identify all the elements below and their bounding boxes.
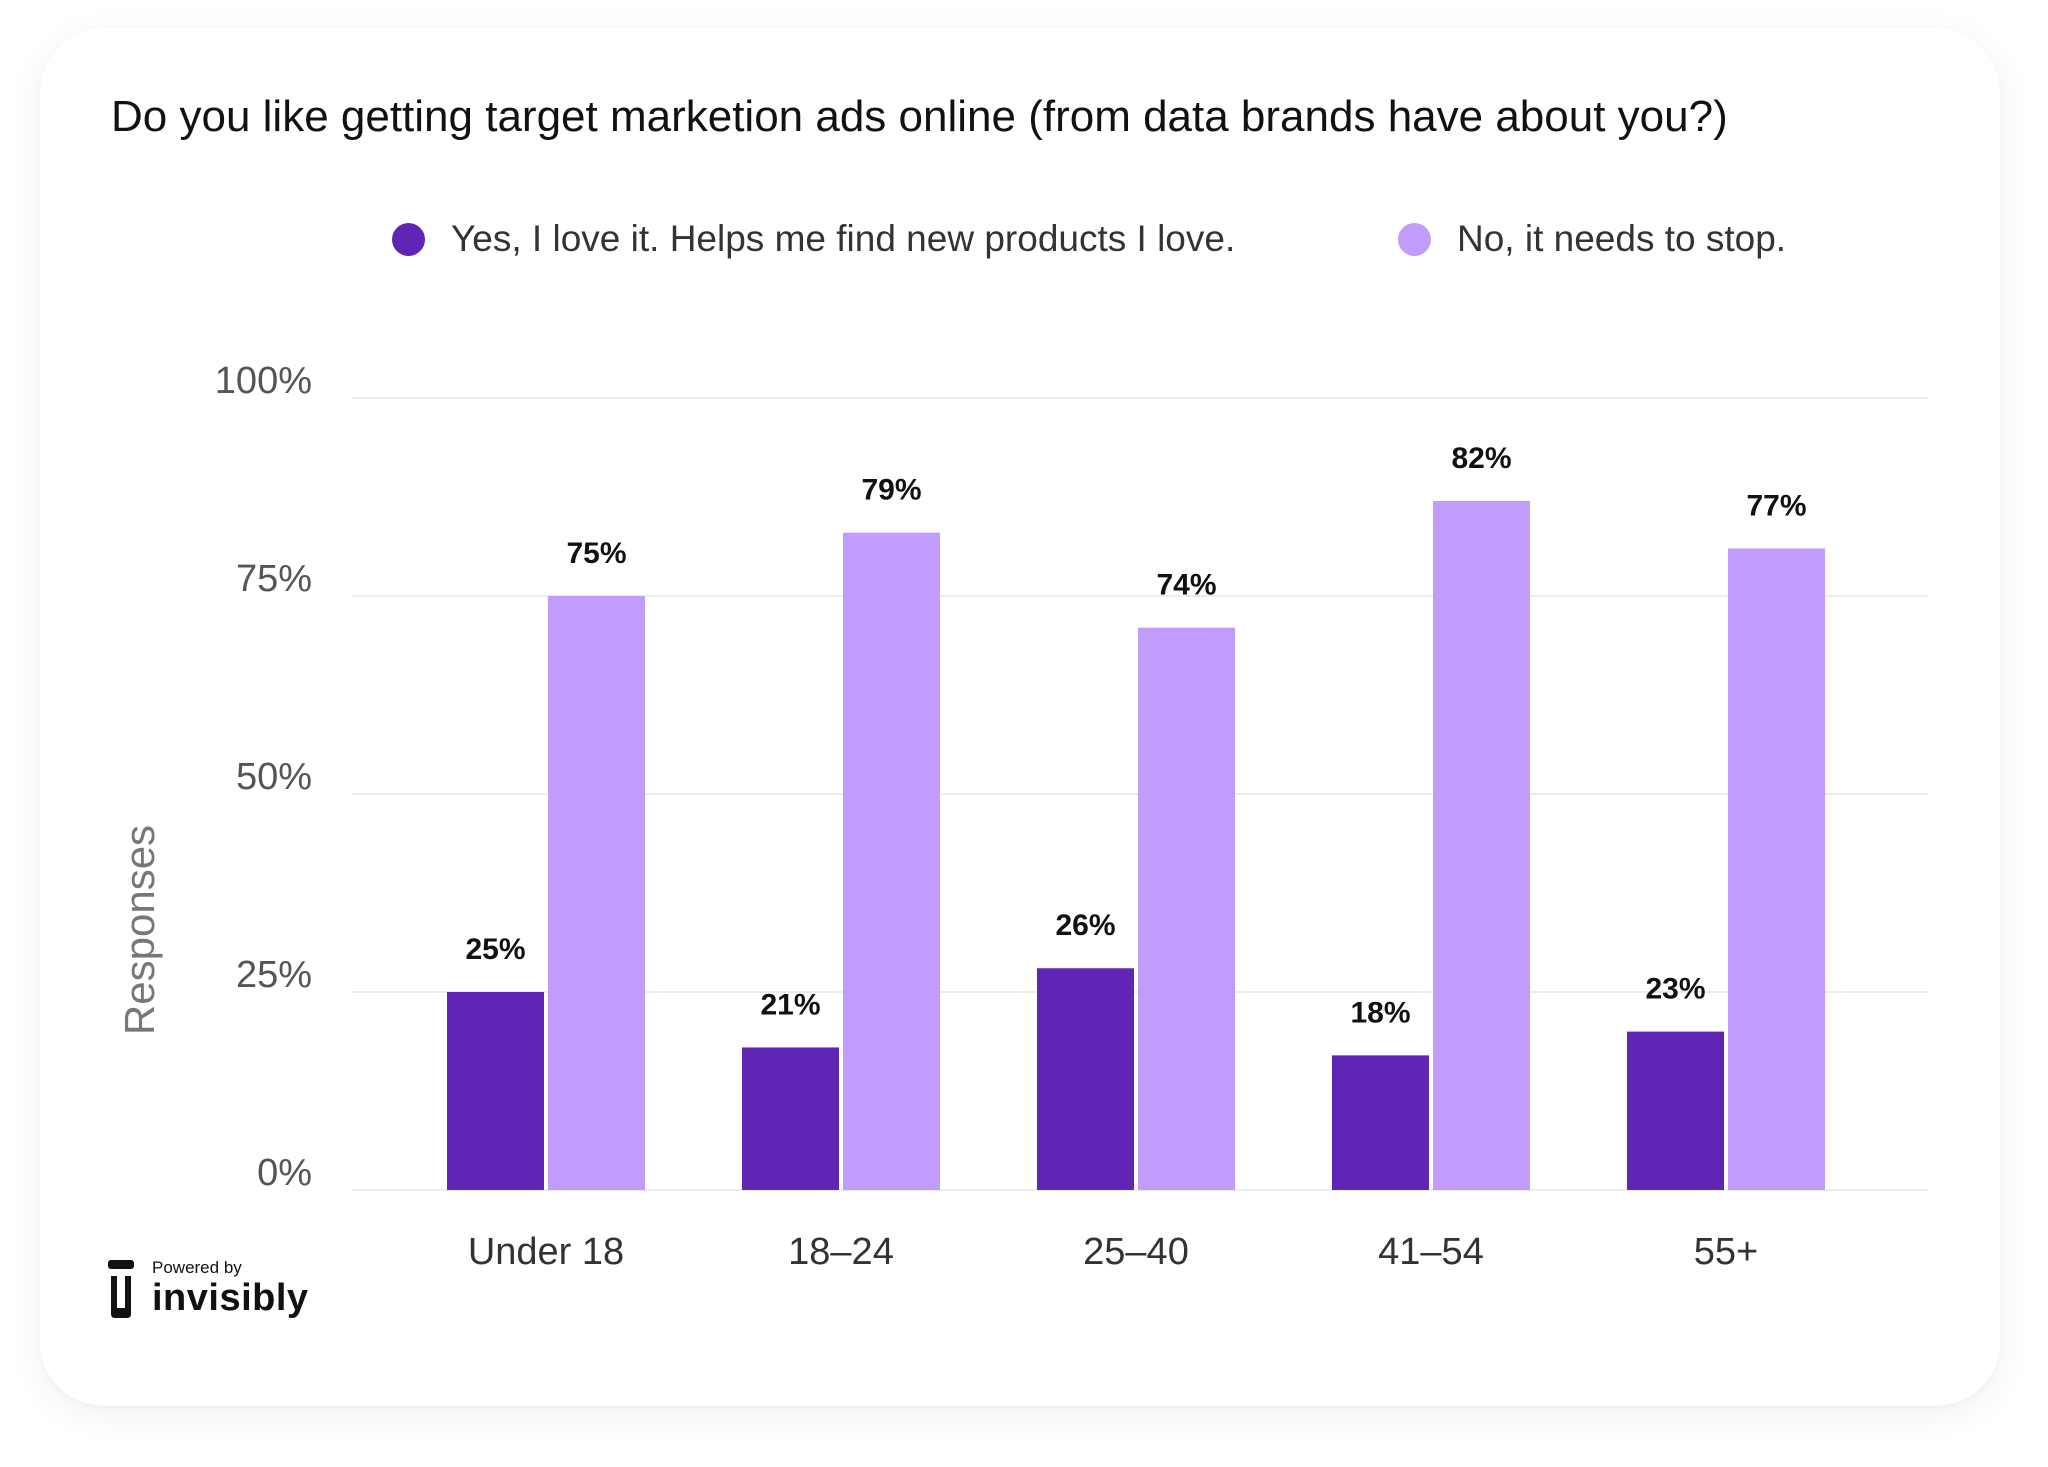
x-tick-label: 41–54 <box>1378 1231 1484 1273</box>
bar <box>1433 500 1530 1191</box>
bar <box>1138 627 1235 1190</box>
data-label: 79% <box>861 474 921 507</box>
bar <box>447 992 544 1190</box>
x-tick-label: Under 18 <box>468 1231 624 1273</box>
bar <box>843 532 940 1190</box>
data-label: 21% <box>760 988 820 1021</box>
x-tick-label: 55+ <box>1694 1231 1758 1273</box>
bar <box>742 1047 839 1190</box>
y-tick-label: 25% <box>236 954 312 996</box>
y-tick-label: 75% <box>236 558 312 600</box>
y-tick-label: 0% <box>257 1152 312 1194</box>
data-label: 75% <box>566 537 626 570</box>
data-label: 77% <box>1746 489 1806 522</box>
x-tick-label: 25–40 <box>1083 1231 1189 1273</box>
data-label: 23% <box>1645 973 1705 1006</box>
y-tick-label: 50% <box>236 756 312 798</box>
bar <box>1728 548 1825 1190</box>
legend-item-no: No, it needs to stop. <box>1398 218 1786 260</box>
data-label: 25% <box>465 933 525 966</box>
legend-label-yes: Yes, I love it. Helps me find new produc… <box>451 218 1236 259</box>
bar <box>548 596 645 1190</box>
y-tick-label: 100% <box>215 360 312 402</box>
brand-logo: Powered by invisibly <box>108 1258 309 1318</box>
legend-item-yes: Yes, I love it. Helps me find new produc… <box>392 218 1235 260</box>
invisibly-logo-icon <box>108 1260 134 1318</box>
powered-by-text: Powered by <box>152 1258 242 1277</box>
legend-label-no: No, it needs to stop. <box>1457 218 1787 259</box>
data-label: 18% <box>1350 996 1410 1029</box>
legend-swatch-no <box>1398 222 1431 256</box>
bar <box>1627 1031 1724 1190</box>
bar <box>1037 968 1134 1190</box>
chart-title: Do you like getting target marketion ads… <box>111 92 1728 141</box>
brand-name: invisibly <box>152 1277 309 1319</box>
x-tick-label: 18–24 <box>788 1231 894 1273</box>
bar <box>1332 1055 1429 1190</box>
data-label: 26% <box>1055 909 1115 942</box>
data-label: 82% <box>1451 442 1511 475</box>
data-label: 74% <box>1156 569 1216 602</box>
legend-swatch-yes <box>392 222 425 256</box>
